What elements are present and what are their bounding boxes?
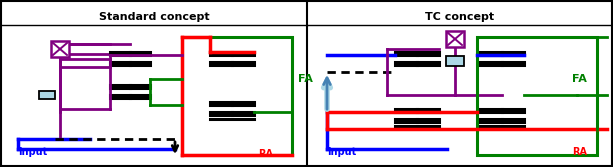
Bar (182, 37, 292, 155)
Text: Input: Input (18, 147, 47, 157)
Text: FA: FA (572, 74, 587, 84)
Text: Standard concept: Standard concept (99, 12, 209, 22)
Text: Input: Input (327, 147, 356, 157)
Bar (51, 41, 69, 57)
Text: RA: RA (258, 149, 273, 159)
Text: FA: FA (298, 74, 313, 84)
Text: RA: RA (572, 147, 587, 157)
Text: TC concept: TC concept (425, 12, 495, 22)
Bar (446, 56, 464, 66)
Bar (39, 91, 55, 99)
Bar (446, 31, 464, 47)
Bar (477, 37, 597, 155)
